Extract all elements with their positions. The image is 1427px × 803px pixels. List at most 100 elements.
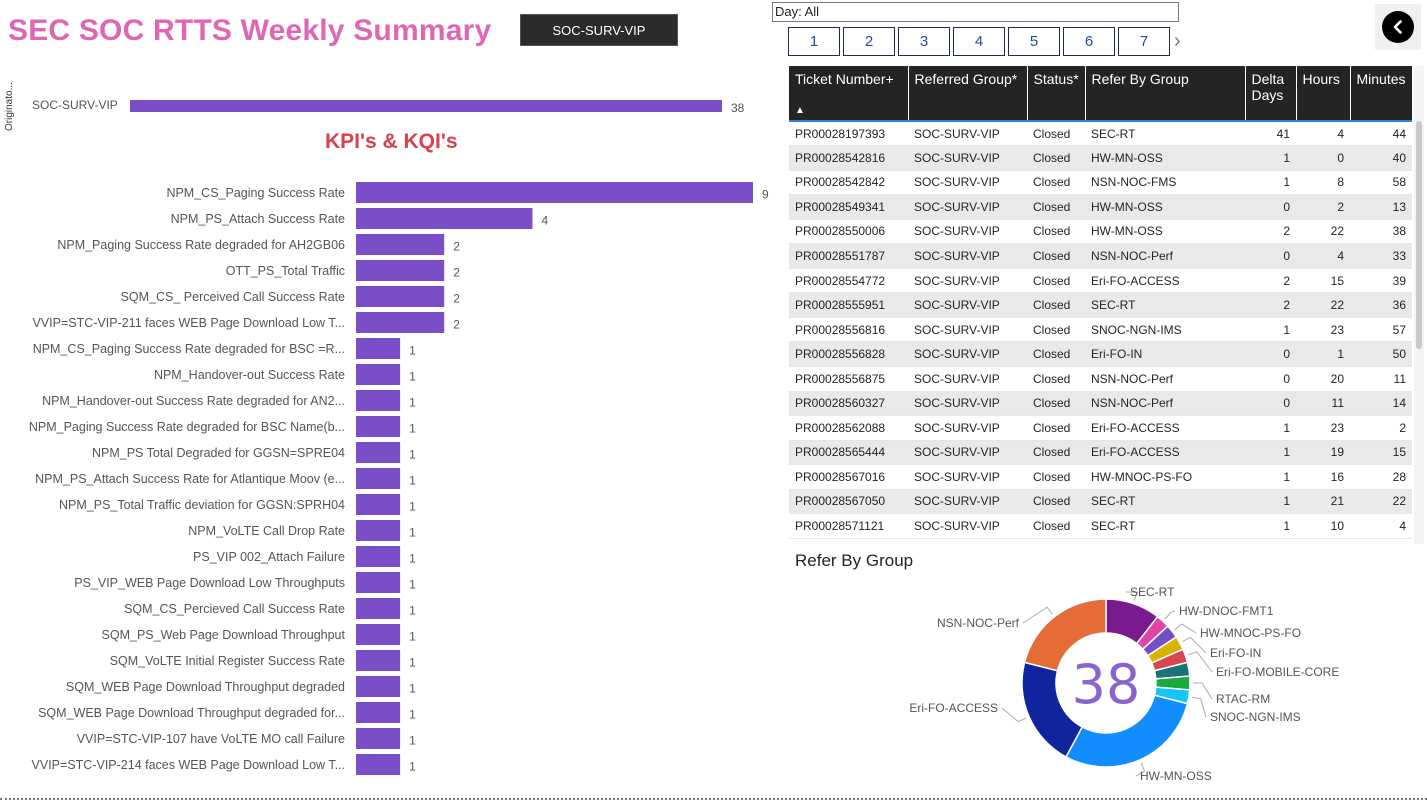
- kpi-bar[interactable]: [356, 520, 400, 541]
- kpi-bar[interactable]: [356, 286, 444, 307]
- kpi-bar[interactable]: [356, 208, 532, 229]
- day-button-3[interactable]: 3: [898, 27, 950, 56]
- table-cell: Eri-FO-ACCESS: [1085, 440, 1245, 465]
- kpi-bar[interactable]: [356, 676, 400, 697]
- kpi-value-label: 1: [409, 604, 416, 618]
- day-button-2[interactable]: 2: [843, 27, 895, 56]
- kpi-bar[interactable]: [356, 572, 400, 593]
- table-cell: 40: [1350, 146, 1412, 171]
- table-cell: 22: [1296, 219, 1350, 244]
- table-cell: 19: [1296, 440, 1350, 465]
- table-cell: SEC-RT: [1085, 121, 1245, 146]
- table-cell: 23: [1296, 416, 1350, 441]
- table-row[interactable]: PR00028549341 SOC-SURV-VIP Closed HW-MN-OSS…: [789, 195, 1412, 220]
- column-header-delta-days[interactable]: Delta Days: [1245, 66, 1296, 121]
- kpi-bar[interactable]: [356, 364, 400, 385]
- table-row[interactable]: PR00028556875 SOC-SURV-VIP Closed NSN-NOC-P…: [789, 366, 1412, 391]
- kpi-bar[interactable]: [356, 598, 400, 619]
- table-row[interactable]: PR00028567016 SOC-SURV-VIP Closed HW-MNOC-P…: [789, 465, 1412, 490]
- kpi-bar[interactable]: [356, 390, 400, 411]
- table-row[interactable]: PR00028551787 SOC-SURV-VIP Closed NSN-NOC-P…: [789, 244, 1412, 269]
- table-cell: 0: [1245, 391, 1296, 416]
- day-button-1[interactable]: 1: [788, 27, 840, 56]
- table-cell: PR00028571121: [789, 514, 908, 539]
- kpi-value-label: 1: [409, 656, 416, 670]
- kpi-bar[interactable]: [356, 650, 400, 671]
- kpi-bar[interactable]: [356, 494, 400, 515]
- table-cell: 38: [1350, 219, 1412, 244]
- table-row[interactable]: PR00028567050 SOC-SURV-VIP Closed SEC-RT 1 21…: [789, 489, 1412, 514]
- day-button-6[interactable]: 6: [1063, 27, 1115, 56]
- kpi-value-label: 2: [453, 292, 460, 306]
- table-row[interactable]: PR00028565444 SOC-SURV-VIP Closed Eri-FO-AC…: [789, 440, 1412, 465]
- kpi-value-label: 1: [409, 500, 416, 514]
- table-row[interactable]: PR00028542816 SOC-SURV-VIP Closed HW-MN-OSS…: [789, 146, 1412, 171]
- day-filter-dropdown[interactable]: Day: All: [772, 2, 1179, 22]
- column-header-ticket-number[interactable]: Ticket Number+ ▲: [789, 66, 908, 121]
- table-cell: 4: [1350, 514, 1412, 539]
- table-row[interactable]: PR00028562088 SOC-SURV-VIP Closed Eri-FO-AC…: [789, 416, 1412, 441]
- table-scrollbar[interactable]: [1414, 66, 1424, 544]
- kpi-bar[interactable]: [356, 728, 400, 749]
- day-button-7[interactable]: 7: [1118, 27, 1170, 56]
- column-header-minutes[interactable]: Minutes: [1350, 66, 1412, 121]
- kpi-bar[interactable]: [356, 754, 400, 775]
- originator-bar[interactable]: [130, 100, 722, 112]
- column-header-status[interactable]: Status*: [1027, 66, 1085, 121]
- kpi-bar[interactable]: [356, 234, 444, 255]
- kpi-bar[interactable]: [356, 442, 400, 463]
- kpi-category-label: SQM_VoLTE Initial Register Success Rate: [110, 654, 345, 668]
- day-button-4[interactable]: 4: [953, 27, 1005, 56]
- table-row[interactable]: PR00028197393 SOC-SURV-VIP Closed SEC-RT 41 4…: [789, 121, 1412, 146]
- kpi-bar[interactable]: [356, 702, 400, 723]
- table-cell: PR00028556816: [789, 317, 908, 342]
- kpi-bar[interactable]: [356, 624, 400, 645]
- table-row[interactable]: PR00028560327 SOC-SURV-VIP Closed NSN-NOC-P…: [789, 391, 1412, 416]
- day-button-5[interactable]: 5: [1008, 27, 1060, 56]
- table-cell: NSN-NOC-Perf: [1085, 244, 1245, 269]
- kpi-category-label: NPM_PS_Total Traffic deviation for GGSN:…: [59, 498, 345, 512]
- column-header-referred-group[interactable]: Referred Group*: [908, 66, 1027, 121]
- table-cell: Closed: [1027, 195, 1085, 220]
- table-cell: SOC-SURV-VIP: [908, 465, 1027, 490]
- table-row[interactable]: PR00028556816 SOC-SURV-VIP Closed SNOC-NGN-…: [789, 317, 1412, 342]
- kpi-bar[interactable]: [356, 182, 753, 203]
- kpi-bar[interactable]: [356, 416, 400, 437]
- donut-slice-label: Eri-FO-IN: [1210, 646, 1261, 660]
- table-cell: 1: [1245, 440, 1296, 465]
- table-row[interactable]: PR00028571121 SOC-SURV-VIP Closed SEC-RT 1 10…: [789, 514, 1412, 539]
- table-cell: 58: [1350, 170, 1412, 195]
- kpi-bar[interactable]: [356, 546, 400, 567]
- kpi-bar[interactable]: [356, 468, 400, 489]
- kpi-bar[interactable]: [356, 260, 444, 281]
- chevron-right-icon[interactable]: ›: [1174, 30, 1181, 53]
- kpi-category-label: NPM_Paging Success Rate degraded for BSC…: [29, 420, 345, 434]
- donut-leader-line: [1193, 683, 1212, 699]
- originator-category-label: SOC-SURV-VIP: [32, 98, 118, 112]
- table-cell: 28: [1350, 465, 1412, 490]
- table-row[interactable]: PR00028542842 SOC-SURV-VIP Closed NSN-NOC-F…: [789, 170, 1412, 195]
- table-row[interactable]: PR00028550006 SOC-SURV-VIP Closed HW-MN-OSS…: [789, 219, 1412, 244]
- scrollbar-thumb[interactable]: [1416, 121, 1422, 349]
- kpi-category-label: OTT_PS_Total Traffic: [226, 264, 345, 278]
- table-cell: 41: [1245, 121, 1296, 146]
- table-cell: PR00028554772: [789, 268, 908, 293]
- table-row[interactable]: PR00028556828 SOC-SURV-VIP Closed Eri-FO-IN…: [789, 342, 1412, 367]
- column-header-hours[interactable]: Hours: [1296, 66, 1350, 121]
- kpi-bar[interactable]: [356, 312, 444, 333]
- column-header-refer-by-group[interactable]: Refer By Group: [1085, 66, 1245, 121]
- table-row[interactable]: PR00028555951 SOC-SURV-VIP Closed SEC-RT 2 22…: [789, 293, 1412, 318]
- sort-up-icon[interactable]: ▲: [795, 105, 805, 116]
- kpi-bar[interactable]: [356, 338, 400, 359]
- back-button[interactable]: [1375, 4, 1421, 50]
- table-cell: 21: [1296, 489, 1350, 514]
- kpi-value-label: 1: [409, 552, 416, 566]
- table-cell: Closed: [1027, 465, 1085, 490]
- table-cell: 2: [1350, 416, 1412, 441]
- table-cell: SOC-SURV-VIP: [908, 391, 1027, 416]
- kpi-category-label: NPM_Handover-out Success Rate: [154, 368, 345, 382]
- table-cell: 36: [1350, 293, 1412, 318]
- donut-slice-label: SEC-RT: [1130, 585, 1175, 599]
- referred-group-filter-chip[interactable]: SOC-SURV-VIP: [520, 14, 678, 46]
- table-row[interactable]: PR00028554772 SOC-SURV-VIP Closed Eri-FO-AC…: [789, 268, 1412, 293]
